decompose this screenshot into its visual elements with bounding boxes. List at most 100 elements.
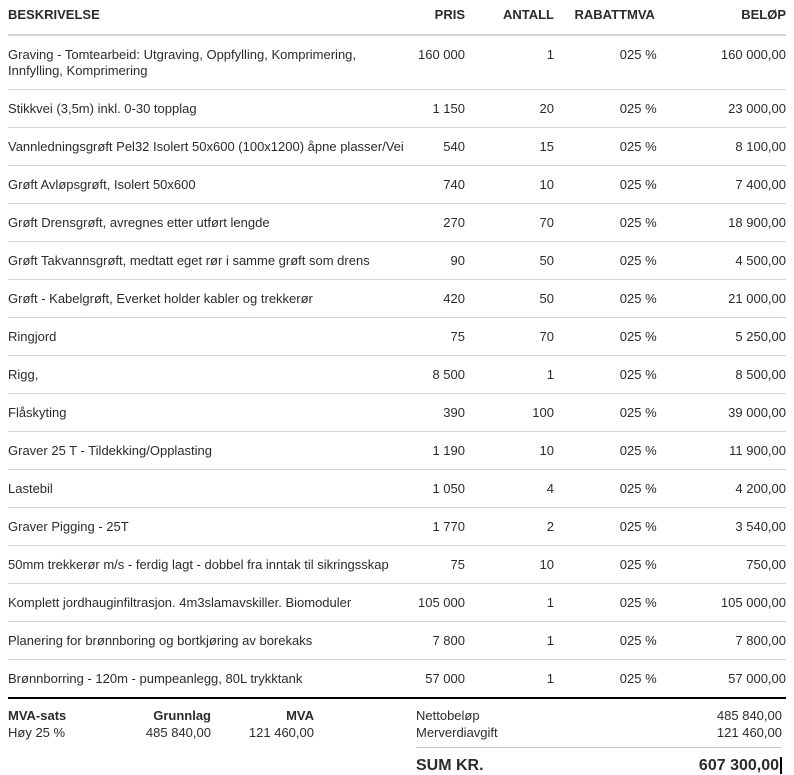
- row-price: 270: [413, 203, 465, 242]
- row-vat: 25 %: [627, 203, 703, 242]
- table-row: Planering for brønnboring og bortkjøring…: [8, 621, 786, 660]
- row-quantity: 10: [465, 165, 554, 204]
- table-header-row: BESKRIVELSE PRIS ANTALL RABATT MVA BELØP: [8, 0, 786, 36]
- row-description: Planering for brønnboring og bortkjøring…: [8, 621, 413, 660]
- net-amount-label: Nettobeløp: [416, 708, 480, 723]
- row-discount: 0: [619, 671, 627, 686]
- row-discount: 0: [554, 355, 627, 394]
- column-header-description: BESKRIVELSE: [8, 0, 413, 36]
- row-description: Vannledningsgrøft Pel32 Isolert 50x600 (…: [8, 127, 413, 166]
- table-row: Komplett jordhauginfiltrasjon. 4m3slamav…: [8, 583, 786, 622]
- row-amount: 105 000,00: [703, 583, 786, 622]
- vat-total-value: 121 460,00: [716, 725, 782, 740]
- row-vat: 25 %: [627, 545, 703, 584]
- vat-summary-table: MVA-sats Grunnlag MVA Høy 25 % 485 840,0…: [8, 707, 314, 741]
- row-description: Graving - Tomtearbeid: Utgraving, Oppfyl…: [8, 35, 413, 90]
- row-vat: 25 %: [627, 279, 703, 318]
- invoice-table-body: Graving - Tomtearbeid: Utgraving, Oppfyl…: [8, 35, 786, 697]
- row-discount: 0: [554, 279, 627, 318]
- net-amount-row: Nettobeløp 485 840,00: [416, 707, 782, 724]
- table-row: Graver 25 T - Tildekking/Opplasting 1 19…: [8, 431, 786, 470]
- row-discount: 0: [554, 165, 627, 204]
- row-quantity: 1: [465, 621, 554, 660]
- row-amount: 4 200,00: [703, 469, 786, 508]
- row-amount: 160 000,00: [703, 35, 786, 90]
- column-header-amount: BELØP: [703, 0, 786, 36]
- row-amount: 21 000,00: [703, 279, 786, 318]
- table-row: Ringjord 75 70 0 25 % 5 250,00: [8, 317, 786, 356]
- row-discount: 0: [554, 203, 627, 242]
- table-row: Vannledningsgrøft Pel32 Isolert 50x600 (…: [8, 127, 786, 166]
- summary-footer: MVA-sats Grunnlag MVA Høy 25 % 485 840,0…: [8, 697, 786, 775]
- grand-total-field[interactable]: 607 300,00: [699, 756, 782, 775]
- row-amount: 39 000,00: [703, 393, 786, 432]
- row-vat: 25 %: [627, 583, 703, 622]
- row-price: 90: [413, 241, 465, 280]
- row-vat: 25 %: [627, 507, 703, 546]
- row-description: Rigg,: [8, 355, 413, 394]
- row-amount: 8 100,00: [703, 127, 786, 166]
- row-discount: 0: [554, 545, 627, 584]
- row-description: Grøft Takvannsgrøft, medtatt eget rør i …: [8, 241, 413, 280]
- row-price: 390: [413, 393, 465, 432]
- row-price: 740: [413, 165, 465, 204]
- table-row: Brønnborring - 120m - pumpeanlegg, 80L t…: [8, 660, 786, 698]
- row-vat: 25 %: [627, 355, 703, 394]
- row-vat: 25 %: [627, 165, 703, 204]
- vat-summary-value-row: Høy 25 % 485 840,00 121 460,00: [8, 724, 314, 741]
- table-row: Grøft Avløpsgrøft, Isolert 50x600 740 10…: [8, 165, 786, 204]
- column-header-vat: MVA: [627, 0, 703, 36]
- row-discount: 0: [554, 507, 627, 546]
- grand-total-label: SUM KR.: [416, 757, 484, 774]
- row-discount: 0: [554, 469, 627, 508]
- row-amount: 750,00: [703, 545, 786, 584]
- row-description: Ringjord: [8, 317, 413, 356]
- net-amount-value: 485 840,00: [716, 708, 782, 723]
- row-discount: 0: [554, 393, 627, 432]
- row-quantity: 20: [465, 89, 554, 128]
- row-vat: 25 %: [627, 621, 703, 660]
- row-discount: 0: [554, 317, 627, 356]
- table-row: Graving - Tomtearbeid: Utgraving, Oppfyl…: [8, 35, 786, 90]
- row-quantity: 50: [465, 279, 554, 318]
- table-row: Rigg, 8 500 1 0 25 % 8 500,00: [8, 355, 786, 394]
- row-description: Grøft Drensgrøft, avregnes etter utført …: [8, 203, 413, 242]
- row-discount: 0: [554, 583, 627, 622]
- row-price: 1 770: [413, 507, 465, 546]
- row-description: Grøft - Kabelgrøft, Everket holder kable…: [8, 279, 413, 318]
- vat-total-row: Merverdiavgift 121 460,00: [416, 724, 782, 741]
- row-description: Flåskyting: [8, 393, 413, 432]
- row-discount: 0: [554, 89, 627, 128]
- table-row: Grøft Drensgrøft, avregnes etter utført …: [8, 203, 786, 242]
- row-discount: 0: [554, 127, 627, 166]
- row-vat: 25 %: [627, 35, 703, 90]
- row-vat: 25 %: [627, 393, 703, 432]
- row-description: Graver Pigging - 25T: [8, 507, 413, 546]
- row-discount: 0: [554, 621, 627, 660]
- row-amount: 7 800,00: [703, 621, 786, 660]
- row-quantity: 10: [465, 431, 554, 470]
- row-amount: 3 540,00: [703, 507, 786, 546]
- row-amount: 5 250,00: [703, 317, 786, 356]
- row-description: Lastebil: [8, 469, 413, 508]
- row-description: Brønnborring - 120m - pumpeanlegg, 80L t…: [8, 671, 303, 686]
- row-amount: 23 000,00: [703, 89, 786, 128]
- table-row: Graver Pigging - 25T 1 770 2 0 25 % 3 54…: [8, 507, 786, 546]
- row-amount: 18 900,00: [703, 203, 786, 242]
- table-row: 50mm trekkerør m/s - ferdig lagt - dobbe…: [8, 545, 786, 584]
- vat-amount-value: 121 460,00: [248, 725, 314, 740]
- row-price: 75: [413, 545, 465, 584]
- column-header-quantity: ANTALL: [465, 0, 554, 36]
- row-quantity: 10: [465, 545, 554, 584]
- row-quantity: 4: [465, 469, 554, 508]
- row-price: 1 050: [413, 469, 465, 508]
- vat-amount-header: MVA: [286, 708, 314, 723]
- row-price: 105 000: [413, 583, 465, 622]
- row-discount: 0: [554, 241, 627, 280]
- row-discount: 0: [554, 431, 627, 470]
- row-quantity: 1: [465, 355, 554, 394]
- row-description: Stikkvei (3,5m) inkl. 0-30 topplag: [8, 89, 413, 128]
- row-discount: 0: [554, 35, 627, 90]
- grand-total-row: SUM KR. 607 300,00: [416, 747, 782, 775]
